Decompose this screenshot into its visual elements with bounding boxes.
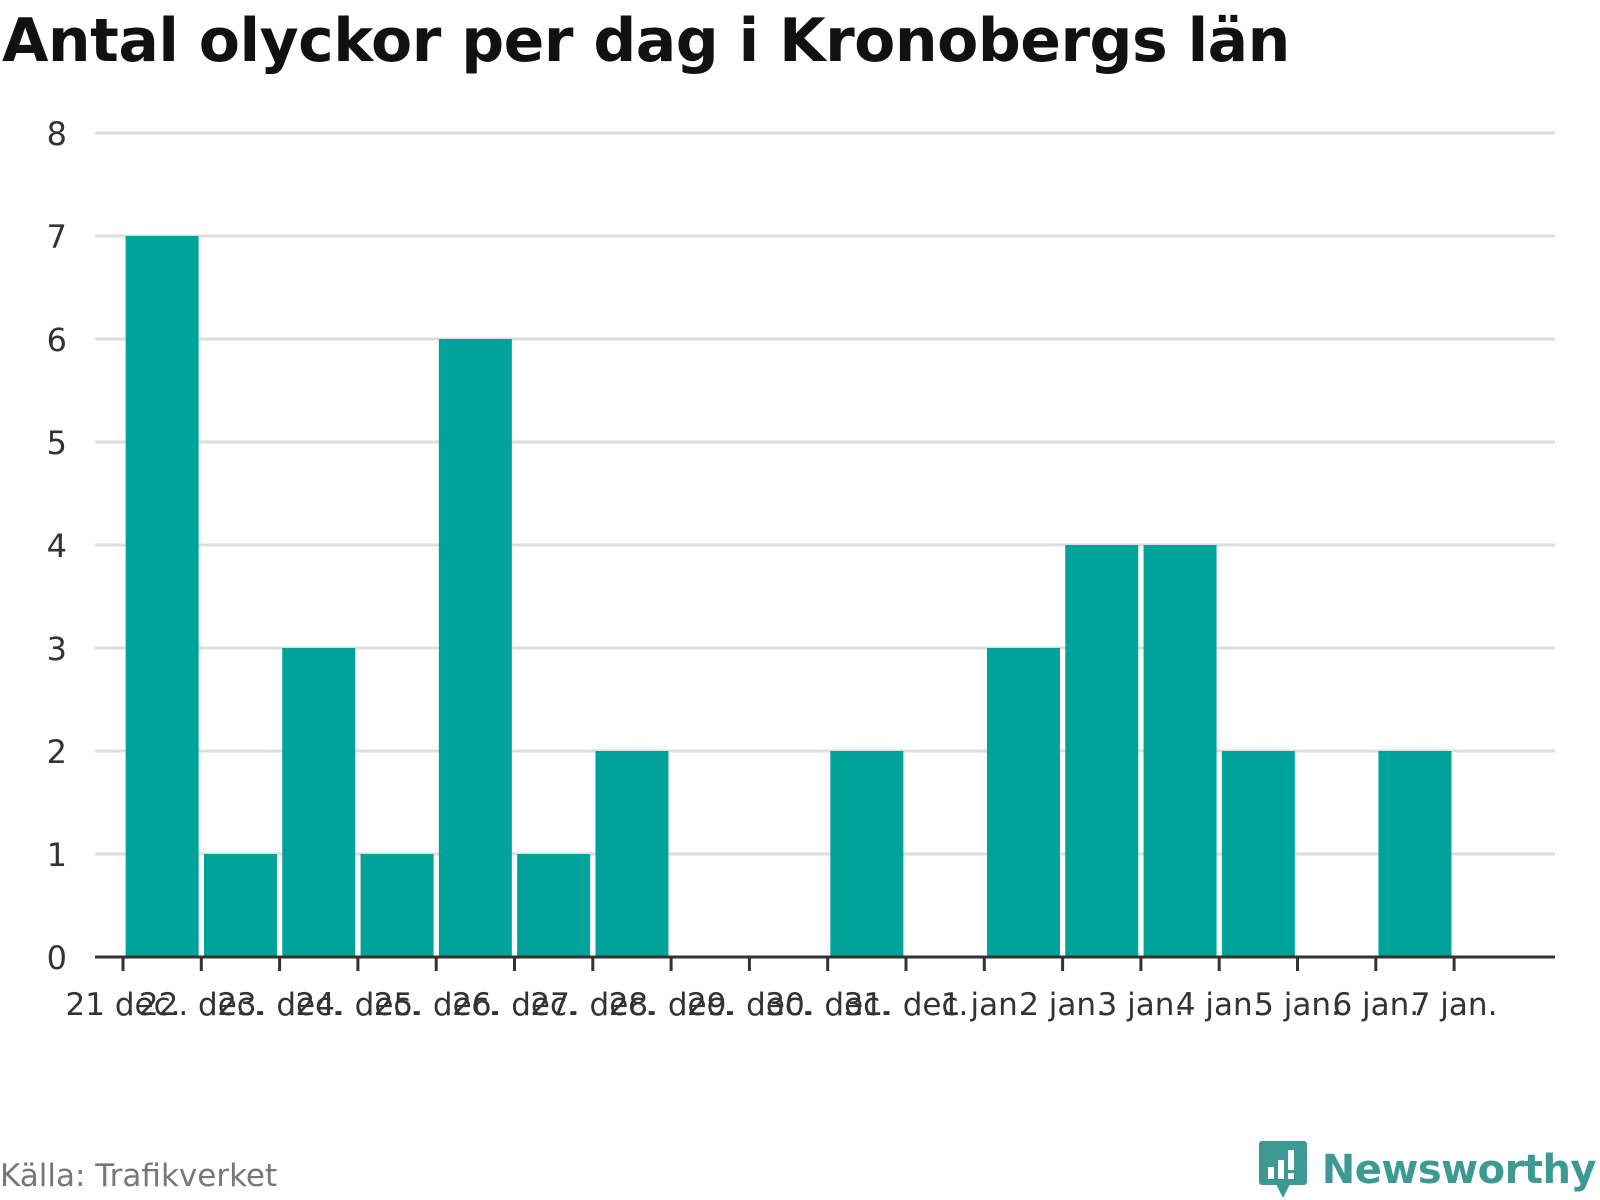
y-tick-label: 2 xyxy=(47,733,67,771)
chart-title: Antal olyckor per dag i Kronobergs län xyxy=(2,6,1290,76)
bar-chart: 0 1 2 3 4 5 6 7 8 21 dec.22. dec.23. dec.24. dec… xyxy=(47,115,1555,1023)
bar-5 xyxy=(517,854,591,957)
x-tick-label: 3 jan. xyxy=(1098,987,1185,1023)
y-tick-label: 7 xyxy=(47,218,67,256)
bar-9 xyxy=(830,751,904,957)
x-axis xyxy=(95,955,1555,971)
newsworthy-logo-icon xyxy=(1258,1141,1307,1198)
x-tick-label: 7 jan. xyxy=(1411,987,1498,1023)
bar-0 xyxy=(125,236,199,957)
bar-4 xyxy=(438,339,512,957)
x-tick-label: 30. dec. xyxy=(765,987,890,1023)
y-tick-label: 4 xyxy=(47,527,67,565)
x-tick-label: 23. dec. xyxy=(217,987,342,1023)
x-tick-label: 28. dec. xyxy=(609,987,734,1023)
x-tick-label: 2 jan. xyxy=(1019,987,1106,1023)
y-tick-label: 1 xyxy=(47,836,67,874)
bar-13 xyxy=(1143,545,1217,957)
bar-3 xyxy=(360,854,434,957)
y-axis-labels: 0 1 2 3 4 5 6 7 8 xyxy=(47,115,67,977)
brand-name: Newsworthy xyxy=(1321,1147,1597,1193)
brand-logo: Newsworthy xyxy=(1258,1140,1597,1200)
bars xyxy=(125,236,1452,957)
y-tick-label: 5 xyxy=(47,424,67,462)
y-tick-label: 0 xyxy=(47,939,67,977)
bar-2 xyxy=(282,648,356,957)
y-tick-label: 3 xyxy=(47,630,67,668)
x-axis-labels: 21 dec.22. dec.23. dec.24. dec.25. dec.2… xyxy=(66,987,1498,1023)
x-tick-label: 27. dec. xyxy=(530,987,655,1023)
bar-14 xyxy=(1221,751,1295,957)
x-tick-label: 21 dec. xyxy=(66,987,181,1023)
x-tick-label: 25. dec. xyxy=(374,987,499,1023)
x-tick-label: 4 jan. xyxy=(1176,987,1263,1023)
x-tick-label: 24. dec. xyxy=(295,987,420,1023)
x-tick-label: 1 jan. xyxy=(941,987,1028,1023)
x-tick-label: 22. dec. xyxy=(139,987,264,1023)
x-tick-label: 26. dec. xyxy=(452,987,577,1023)
x-tick-label: 6 jan. xyxy=(1332,987,1419,1023)
bar-6 xyxy=(595,751,669,957)
bar-1 xyxy=(203,854,277,957)
bar-11 xyxy=(986,648,1060,957)
x-tick-label: 29. dec. xyxy=(687,987,812,1023)
x-tick-label: 5 jan. xyxy=(1254,987,1341,1023)
bar-16 xyxy=(1378,751,1452,957)
source-note: Källa: Trafikverket xyxy=(0,1158,278,1194)
bar-12 xyxy=(1065,545,1139,957)
x-tick-label: 31. dec. xyxy=(844,987,969,1023)
y-tick-label: 6 xyxy=(47,321,67,359)
y-tick-label: 8 xyxy=(47,115,67,153)
